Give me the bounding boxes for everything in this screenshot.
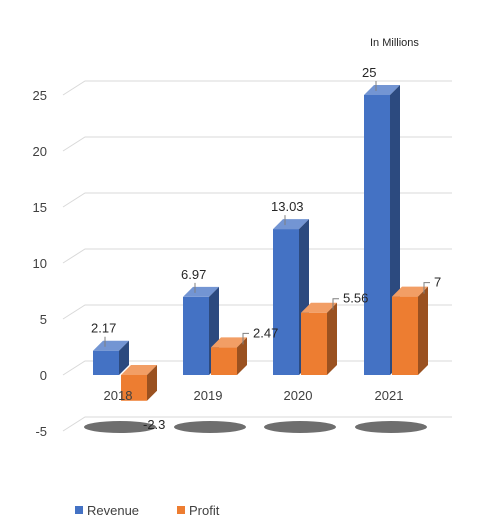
- bar-shadow: [84, 421, 156, 433]
- y-tick-label: 25: [33, 88, 47, 103]
- gridline: [62, 248, 452, 264]
- data-label-revenue: 6.97: [181, 267, 206, 282]
- x-category-label: 2020: [284, 388, 313, 403]
- legend-label-profit: Profit: [189, 503, 220, 518]
- bar-shadow: [355, 421, 427, 433]
- bar-profit: [301, 302, 337, 375]
- units-note: In Millions: [370, 37, 419, 49]
- bar-profit: [121, 365, 157, 401]
- gridline: [62, 80, 452, 96]
- data-label-revenue: 25: [362, 65, 376, 80]
- data-label-revenue: 13.03: [271, 199, 304, 214]
- y-tick-label: 0: [40, 368, 47, 383]
- y-tick-label: -5: [35, 424, 47, 439]
- data-label-profit: 2.47: [253, 325, 278, 340]
- x-category-label: 2021: [375, 388, 404, 403]
- bar-revenue: [93, 340, 129, 375]
- y-axis-ticks: -5 0 5 10 15 20 25: [33, 88, 47, 439]
- gridlines: [62, 80, 452, 432]
- data-label-leader: [423, 282, 430, 294]
- y-tick-label: 15: [33, 200, 47, 215]
- bar-shadow: [264, 421, 336, 433]
- gridline: [62, 416, 452, 432]
- y-tick-label: 10: [33, 256, 47, 271]
- gridline: [62, 136, 452, 152]
- data-label-profit: 7: [434, 275, 441, 290]
- data-label-profit: 5.56: [343, 291, 368, 306]
- y-tick-label: 5: [40, 312, 47, 327]
- bar-shadow: [174, 421, 246, 433]
- legend-swatch-profit: [177, 506, 185, 514]
- x-category-label: 2018: [104, 388, 133, 403]
- bar-profit: [211, 337, 247, 375]
- bar-shadows: [84, 421, 427, 433]
- legend: Revenue Profit: [75, 503, 220, 518]
- data-labels: 2.17 6.97 13.03 25 -2.3 2.47 5.56 7: [91, 65, 441, 432]
- y-tick-label: 20: [33, 144, 47, 159]
- gridline: [62, 192, 452, 208]
- x-axis-categories: 2018 2019 2020 2021: [104, 388, 404, 403]
- data-label-leader: [242, 332, 249, 345]
- legend-swatch-revenue: [75, 506, 83, 514]
- data-label-profit: -2.3: [143, 417, 165, 432]
- data-label-leader: [332, 298, 339, 310]
- bars: [93, 85, 428, 401]
- legend-label-revenue: Revenue: [87, 503, 139, 518]
- data-label-revenue: 2.17: [91, 321, 116, 336]
- bar-profit: [392, 286, 428, 375]
- x-category-label: 2019: [194, 388, 223, 403]
